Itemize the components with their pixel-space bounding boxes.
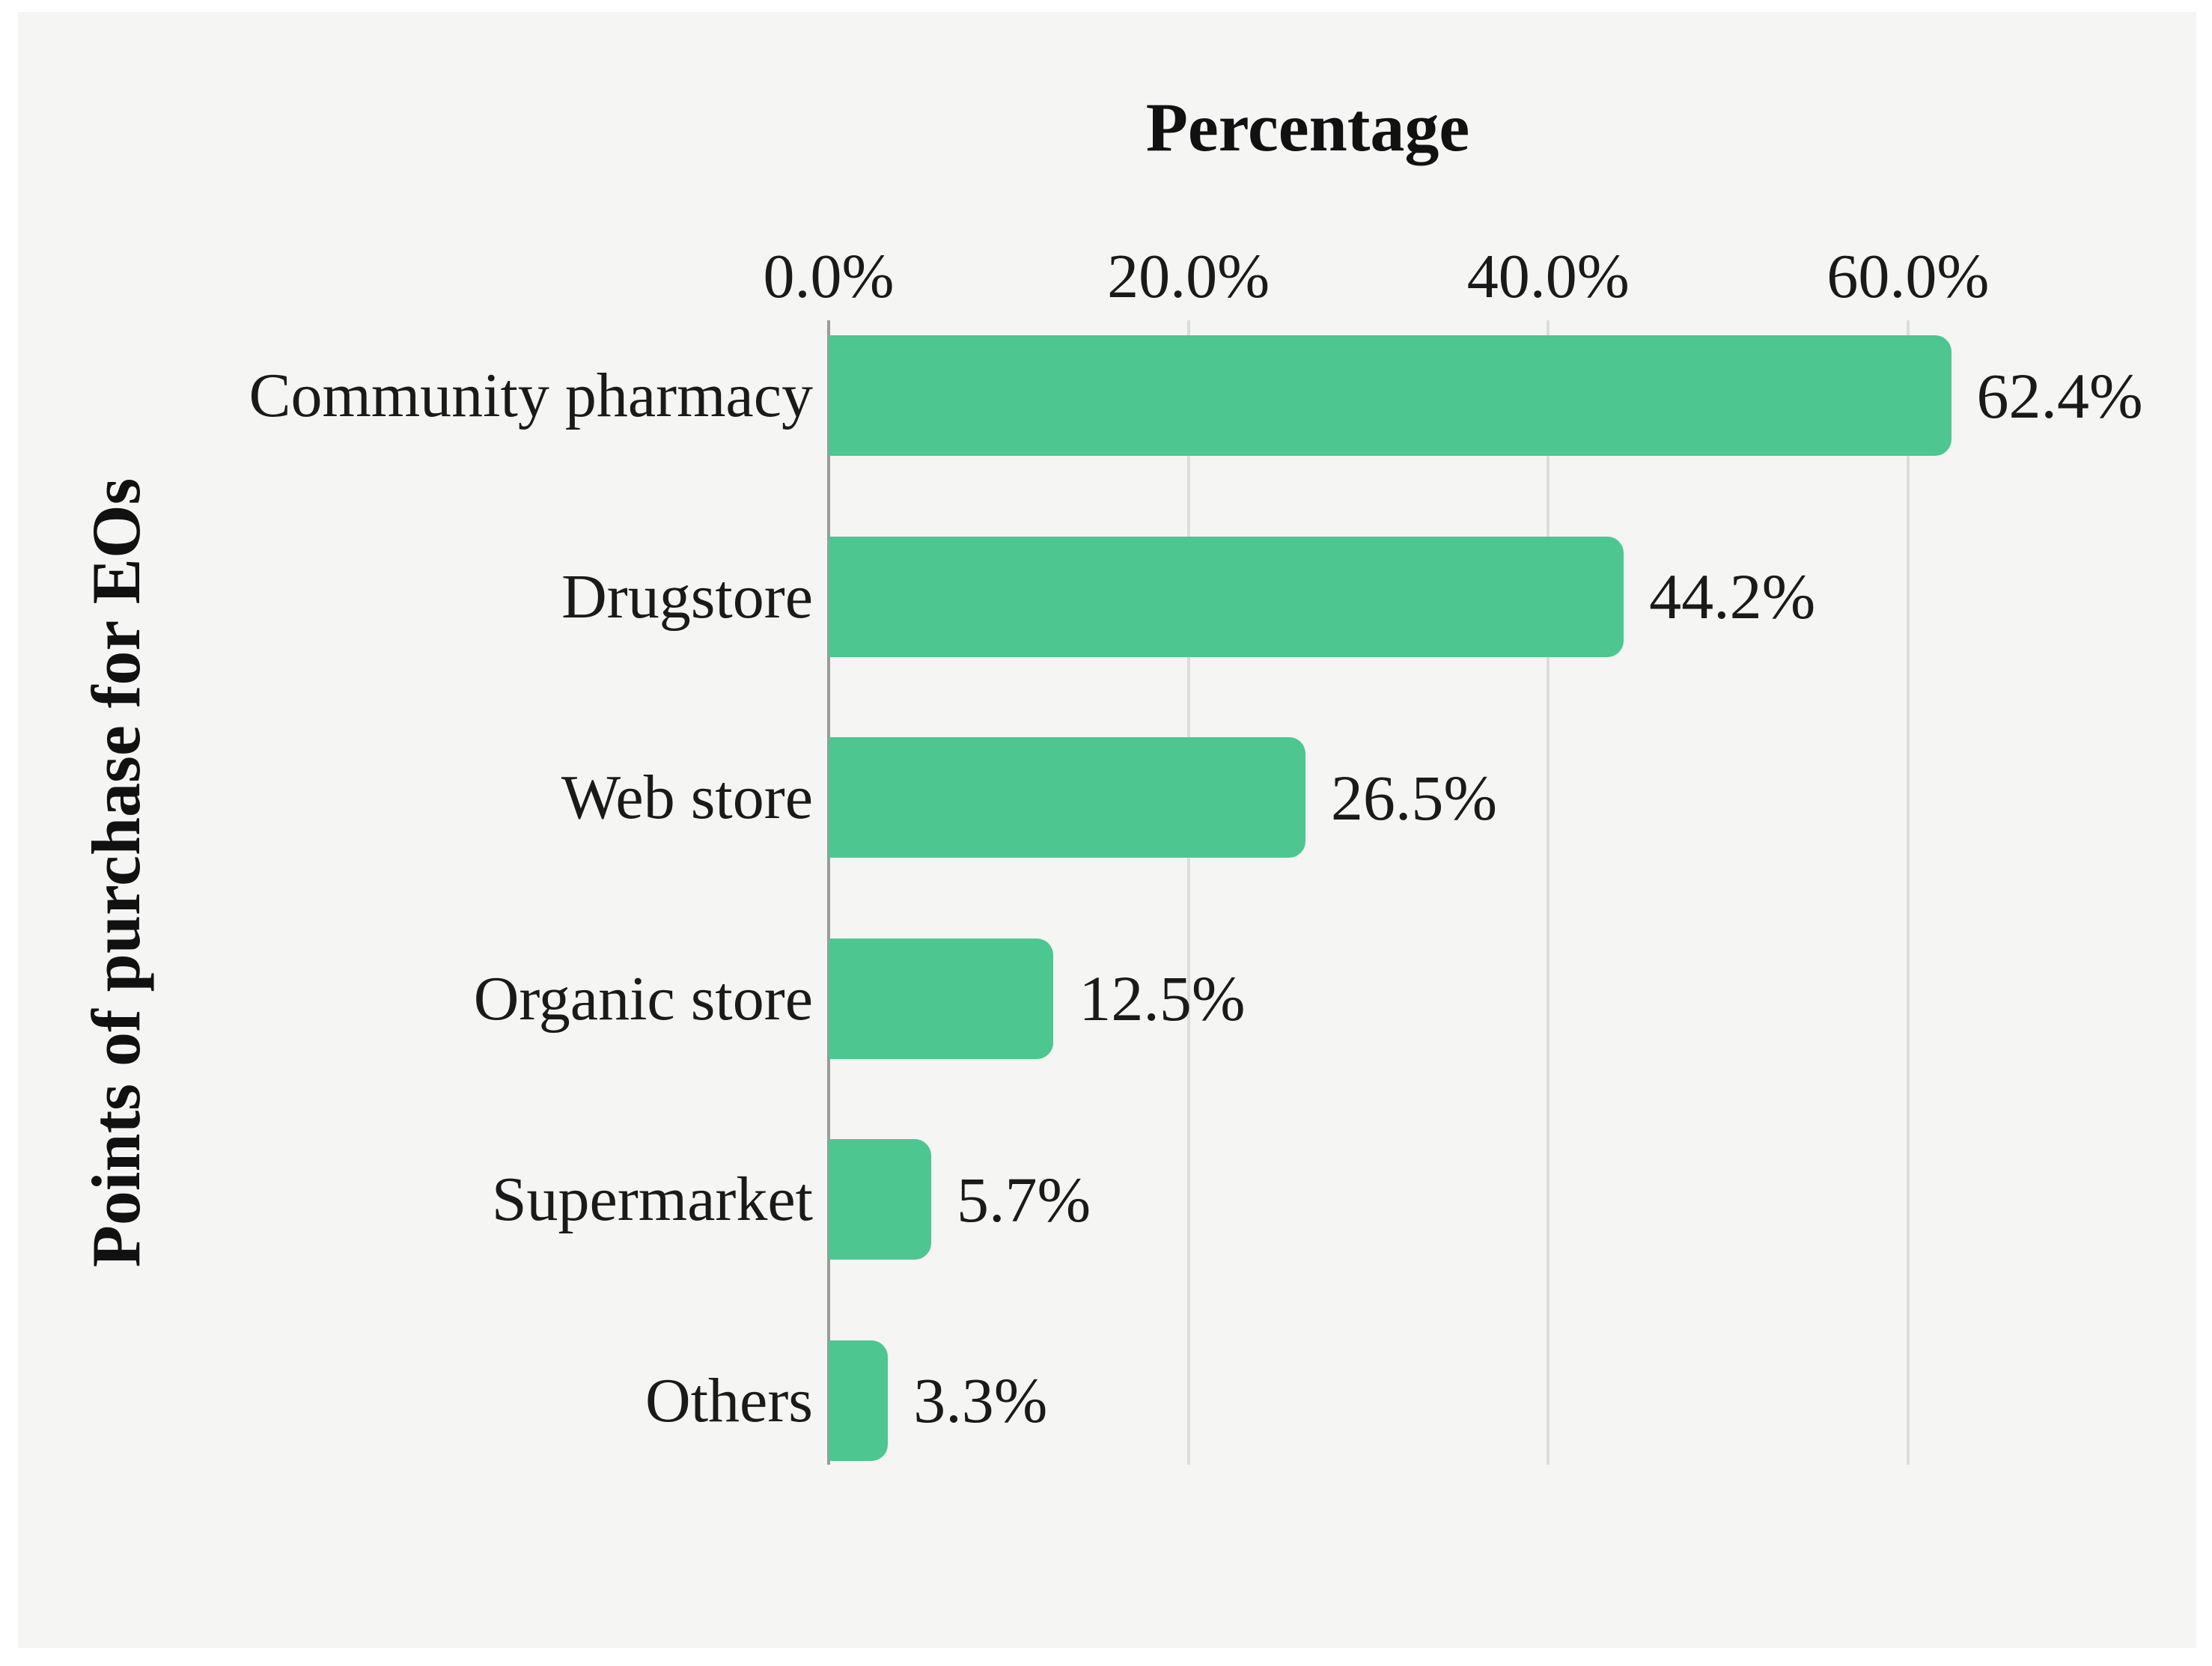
x-tick-label: 40.0% — [1466, 242, 1630, 311]
category-label: Supermarket — [491, 1165, 813, 1234]
bar — [829, 938, 1054, 1059]
y-axis-line — [827, 320, 830, 1465]
gridline — [1906, 320, 1910, 1465]
category-label: Others — [645, 1365, 813, 1435]
x-tick-label: 60.0% — [1826, 242, 1990, 311]
plot-area: 62.4% 44.2% 26.5% 12.5% 5.7% 3.3% — [827, 320, 2193, 1465]
bar — [829, 1340, 889, 1461]
category-label: Community pharmacy — [249, 361, 813, 430]
chart-panel: Percentage Points of purchase for EOs 0.… — [18, 12, 2196, 1648]
bar-value-label: 3.3% — [913, 1364, 1048, 1436]
bar — [829, 1139, 931, 1260]
category-label: Organic store — [473, 963, 813, 1034]
bar-value-label: 12.5% — [1079, 962, 1246, 1034]
category-label: Web store — [561, 763, 813, 832]
gridline — [1547, 320, 1550, 1465]
bar-value-label: 62.4% — [1976, 359, 2143, 432]
bar-value-label: 5.7% — [956, 1163, 1091, 1236]
category-label: Drugstore — [561, 561, 813, 632]
x-tick-label: 20.0% — [1107, 242, 1270, 311]
bar-value-label: 26.5% — [1330, 761, 1497, 834]
bar-value-label: 44.2% — [1649, 561, 1816, 632]
bar — [829, 737, 1305, 858]
chart-title: Percentage — [1145, 89, 1470, 165]
gridline — [1186, 320, 1190, 1465]
x-tick-label: 0.0% — [763, 242, 895, 311]
bar — [829, 536, 1624, 657]
bar — [829, 335, 1952, 456]
